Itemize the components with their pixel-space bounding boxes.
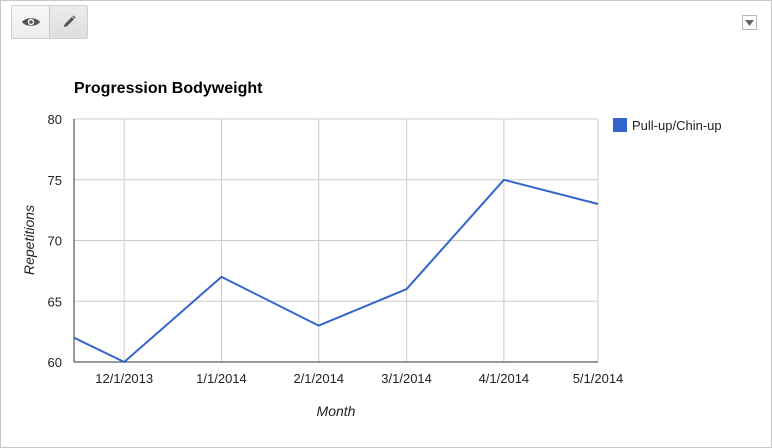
y-tick-label: 70 [48,234,62,249]
series-layer [72,178,600,364]
y-axis-title: Repetitions [21,205,37,275]
series-line-pull-up-chin-up [73,178,599,363]
edit-button[interactable] [49,6,87,38]
x-tick-label: 5/1/2014 [573,371,624,386]
pencil-icon [63,15,76,27]
x-tick-label: 3/1/2014 [381,371,432,386]
data-point [219,275,223,279]
data-point [72,336,76,340]
chart-title: Progression Bodyweight [74,80,263,97]
data-point [122,360,126,364]
x-tick-label: 2/1/2014 [293,371,344,386]
data-point [502,178,506,182]
x-axis-title: Month [317,403,356,419]
y-tick-label: 75 [48,173,62,188]
view-button[interactable] [12,6,49,38]
x-tick-label: 4/1/2014 [479,371,530,386]
gridlines [74,118,599,363]
chart-toolbar [11,5,88,39]
dropdown-arrow-icon [745,19,754,26]
y-tick-label: 80 [48,112,62,127]
chart-menu-button[interactable] [742,15,757,30]
eye-icon [21,18,40,26]
legend-swatch [613,118,627,132]
data-point [405,287,409,291]
axes: 60 65 70 75 80 12/1/2013 1/1/2014 2/1/2014 3/1/2… [48,112,624,386]
legend-label: Pull-up/Chin-up [632,118,722,133]
y-tick-label: 60 [48,355,62,370]
data-point [596,202,600,206]
y-tick-label: 65 [48,294,62,309]
x-tick-label: 1/1/2014 [196,371,247,386]
data-point [317,324,321,328]
x-tick-label: 12/1/2013 [95,371,153,386]
